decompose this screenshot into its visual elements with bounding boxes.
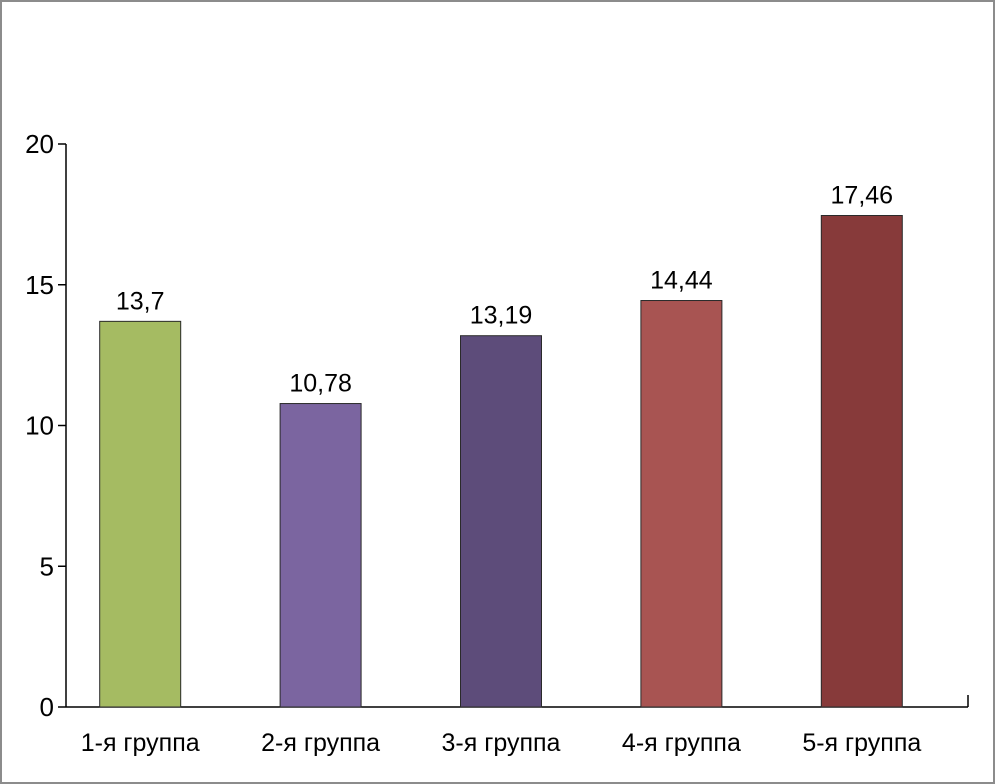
bar-2 xyxy=(279,403,362,708)
bar-3 xyxy=(460,335,542,708)
y-tick-label: 5 xyxy=(40,551,54,581)
x-tick-label: 1-я группа xyxy=(81,729,200,757)
bar-5 xyxy=(820,215,903,708)
x-tick-label: 3-я группа xyxy=(442,729,561,757)
y-tick-label: 15 xyxy=(25,270,54,300)
y-tick-label: 20 xyxy=(25,129,54,159)
y-tick-label: 0 xyxy=(40,692,54,722)
data-label: 14,44 xyxy=(650,267,713,295)
x-tick-label: 4-я группа xyxy=(622,729,741,757)
y-tick-label: 10 xyxy=(25,411,54,441)
data-label: 13,7 xyxy=(116,287,165,315)
bar-1 xyxy=(99,320,182,708)
data-label: 13,19 xyxy=(470,302,533,330)
data-label: 17,46 xyxy=(831,182,894,210)
bar-4 xyxy=(640,300,723,708)
x-tick-label: 2-я группа xyxy=(261,729,380,757)
data-label: 10,78 xyxy=(289,370,352,398)
x-tick-label: 5-я группа xyxy=(802,729,921,757)
